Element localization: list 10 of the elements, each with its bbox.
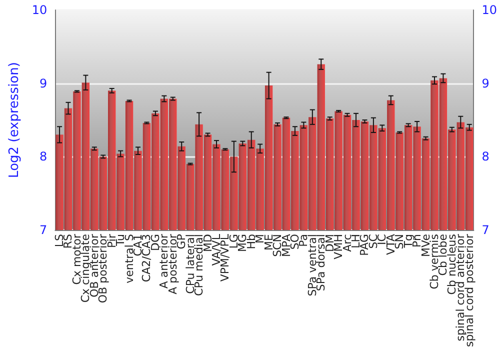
y2-tick-label: 8 <box>482 150 490 164</box>
x-tick-label: OB posterior <box>96 234 110 304</box>
y-tick-label: 7 <box>40 223 48 238</box>
y-tick-label: 8 <box>40 150 48 164</box>
y2-tick-label: 10 <box>482 3 498 17</box>
y-tick-label: 9 <box>40 76 48 90</box>
y2-tick-label: 7 <box>482 223 490 238</box>
y-axis-title: Log2 (expression) <box>7 62 22 178</box>
y2-tick-label: 9 <box>482 76 490 90</box>
y-tick-label: 10 <box>32 3 48 17</box>
